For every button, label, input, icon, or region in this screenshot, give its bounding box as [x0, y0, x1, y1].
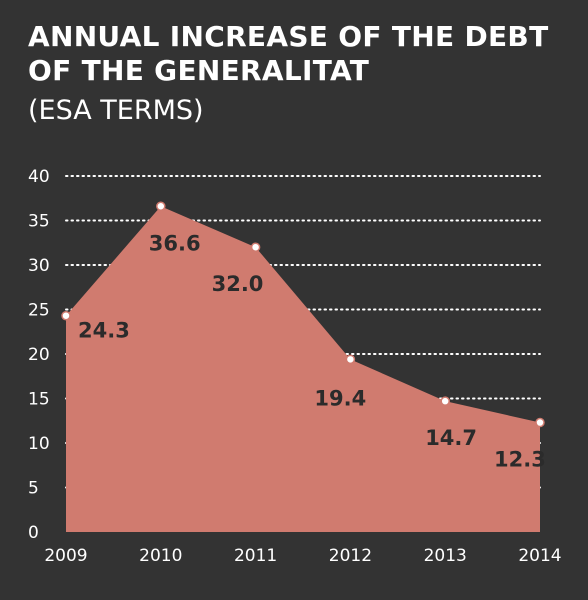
x-tick-label: 2012	[329, 546, 372, 566]
x-tick-label: 2013	[424, 546, 467, 566]
data-label-2009: 24.3	[78, 319, 130, 343]
area-series	[66, 206, 540, 532]
data-point-2009	[61, 310, 71, 321]
y-tick-label: 25	[28, 301, 50, 321]
y-axis-ticks: 0 5 10 15 20 25 30 35 40	[28, 167, 50, 543]
y-tick-label: 30	[28, 256, 50, 276]
y-tick-label: 10	[28, 434, 50, 454]
y-tick-label: 40	[28, 167, 50, 187]
y-tick-label: 20	[28, 345, 50, 365]
y-tick-label: 35	[28, 212, 50, 232]
y-tick-label: 5	[28, 479, 39, 499]
x-tick-label: 2014	[518, 546, 561, 566]
data-point-2013	[440, 396, 450, 406]
chart-subtitle: (ESA TERMS)	[28, 95, 204, 126]
x-tick-label: 2010	[139, 546, 182, 566]
data-point-2014	[535, 417, 545, 428]
data-label-2013: 14.7	[425, 426, 477, 450]
data-labels: 24.3 36.6 32.0 19.4 14.7 12.3	[78, 231, 546, 471]
y-tick-label: 15	[28, 390, 50, 410]
x-tick-label: 2011	[234, 546, 277, 566]
x-axis-ticks: 2009 2010 2011 2012 2013 2014	[44, 546, 561, 566]
data-point-2010	[156, 201, 166, 212]
y-tick-label: 0	[28, 523, 39, 543]
x-tick-label: 2009	[44, 546, 87, 566]
chart-title: ANNUAL INCREASE OF THE DEBT OF THE GENER…	[28, 20, 549, 87]
area-fill	[66, 206, 540, 532]
data-label-2011: 32.0	[212, 272, 264, 296]
data-markers	[61, 201, 545, 428]
data-point-2012	[345, 354, 356, 365]
data-label-2014: 12.3	[494, 448, 546, 472]
data-point-2011	[250, 242, 261, 252]
data-label-2012: 19.4	[314, 386, 366, 410]
data-label-2010: 36.6	[149, 231, 201, 255]
